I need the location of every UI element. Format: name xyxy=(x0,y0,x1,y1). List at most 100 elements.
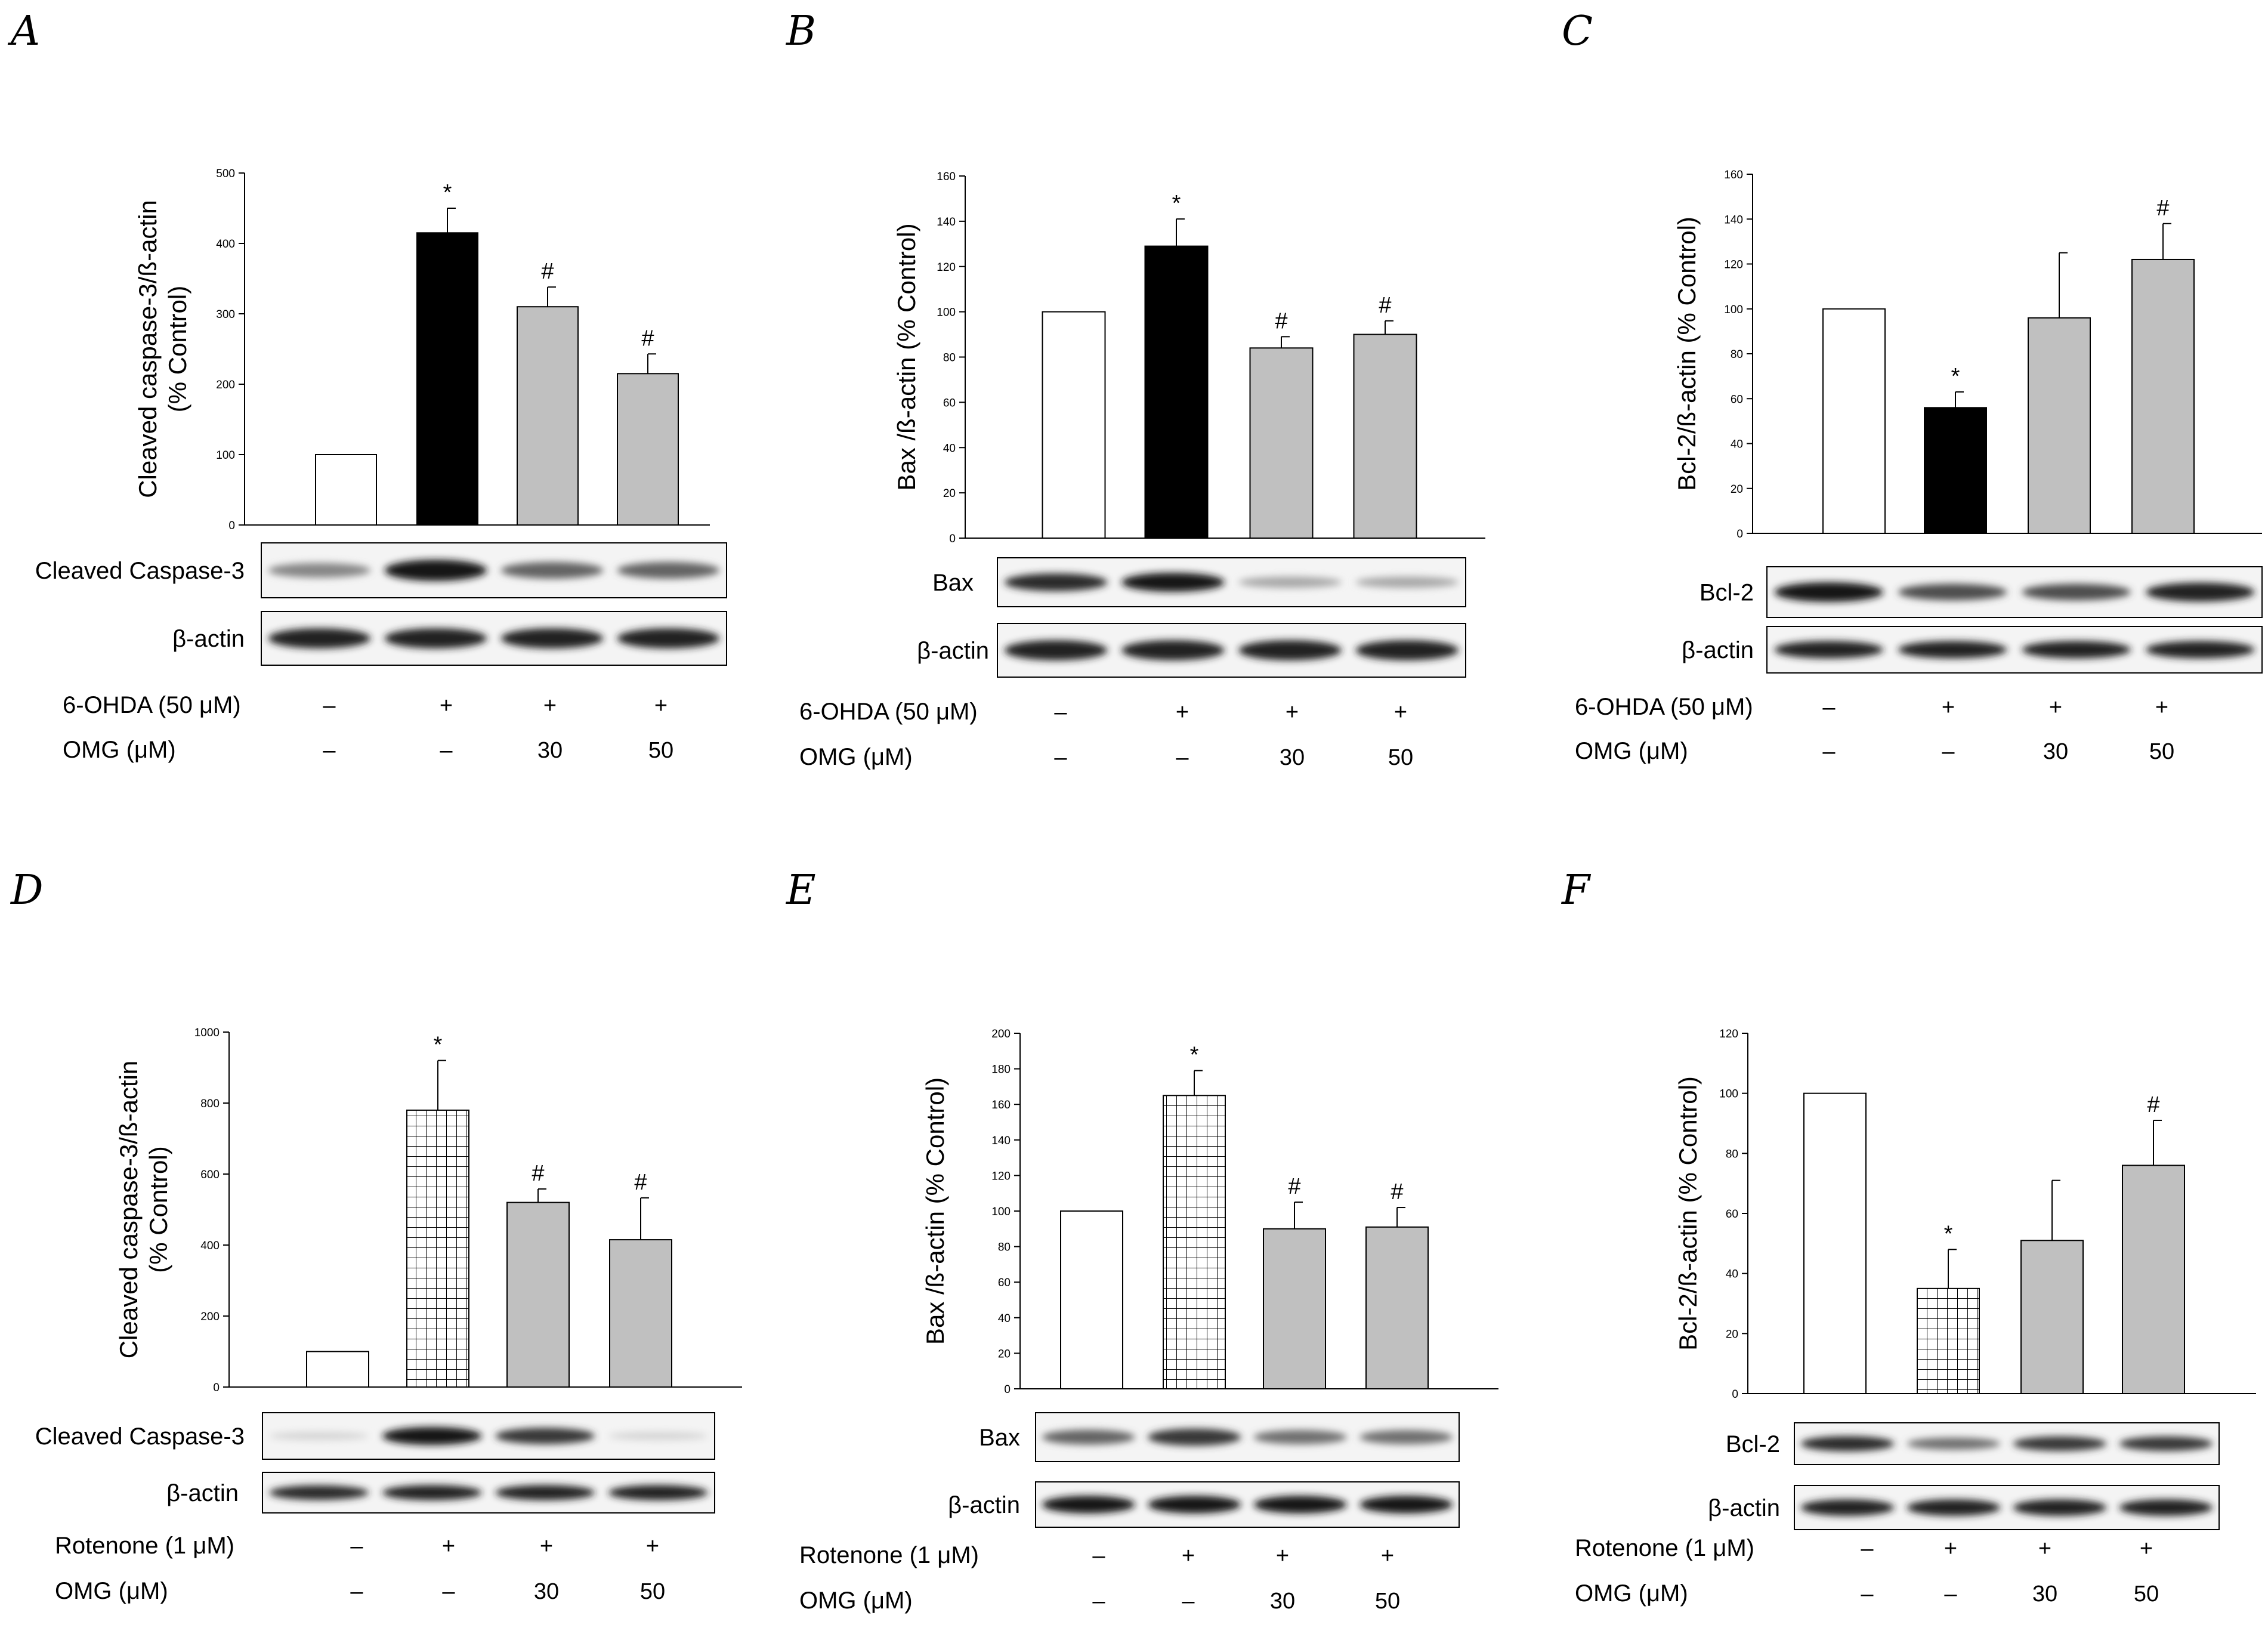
y-axis-title: Bax /ß-actin (% Control) xyxy=(892,223,920,490)
y-tick-label: 120 xyxy=(991,1170,1011,1182)
y-axis-title-line: Cleaved caspase-3/ß-actin xyxy=(134,200,162,498)
y-axis-title-line: (% Control) xyxy=(163,286,191,412)
significance-mark: # xyxy=(541,259,554,284)
blot-band xyxy=(2013,1436,2107,1451)
blot-band xyxy=(268,563,371,578)
significance-mark: # xyxy=(1379,293,1391,318)
significance-mark: # xyxy=(1288,1174,1300,1199)
bar xyxy=(506,1202,570,1388)
y-tick-label: 0 xyxy=(213,1382,220,1394)
condition-value: + xyxy=(2038,1536,2051,1561)
y-tick-label: 60 xyxy=(1731,393,1743,406)
y-tick-label: 0 xyxy=(1004,1383,1011,1396)
blot-band xyxy=(617,562,720,579)
y-tick-label: 20 xyxy=(943,487,956,500)
y-tick-label: 160 xyxy=(937,171,956,183)
condition-value: – xyxy=(1092,1589,1105,1614)
panel-letter: C xyxy=(1562,8,1593,55)
condition-label: 6-OHDA (50 μM) xyxy=(1575,694,1753,720)
y-axis-title-line: (% Control) xyxy=(144,1146,172,1272)
condition-value: + xyxy=(1182,1543,1195,1568)
blot-band xyxy=(495,1485,595,1500)
significance-mark: # xyxy=(641,326,654,351)
condition-value: 30 xyxy=(2032,1582,2057,1607)
bar xyxy=(1060,1210,1123,1389)
significance-mark: * xyxy=(1951,364,1960,389)
blot-band xyxy=(1004,573,1108,591)
bar xyxy=(1249,347,1314,539)
significance-mark: # xyxy=(1275,308,1287,333)
condition-value: + xyxy=(1942,695,1955,720)
panel-letter: E xyxy=(785,867,816,914)
condition-value: – xyxy=(1942,739,1955,764)
condition-value: 50 xyxy=(648,738,673,763)
panel-c: C 0 20 40 60 80 100 120 140 160 Bcl-2/ß-actin (% C… xyxy=(1562,8,2263,764)
blot-band xyxy=(269,1431,369,1441)
bar xyxy=(1042,311,1106,539)
bar xyxy=(315,454,377,526)
bar xyxy=(306,1351,369,1388)
blot-band xyxy=(1238,576,1342,588)
y-tick-label: 40 xyxy=(998,1312,1011,1325)
condition-value: + xyxy=(2140,1536,2153,1561)
blot-band xyxy=(2119,1436,2213,1451)
blot-band xyxy=(384,560,487,581)
panel-letter: A xyxy=(7,8,40,55)
y-tick-label: 400 xyxy=(216,238,235,251)
y-axis-title-line: Bcl-2/ß-actin (% Control) xyxy=(1673,217,1701,491)
condition-value: 30 xyxy=(2043,739,2068,764)
significance-mark: * xyxy=(434,1033,443,1058)
y-axis-title-line: Bcl-2/ß-actin (% Control) xyxy=(1674,1076,1702,1351)
bar xyxy=(1144,245,1209,539)
blot-band xyxy=(1800,1436,1895,1451)
blot-band xyxy=(2119,1499,2213,1516)
y-tick-label: 400 xyxy=(200,1240,220,1252)
condition-value: + xyxy=(654,693,668,718)
y-tick-label: 0 xyxy=(228,520,235,532)
y-tick-label: 20 xyxy=(998,1348,1011,1360)
condition-value: – xyxy=(323,693,336,718)
y-tick-label: 800 xyxy=(200,1098,220,1110)
bar xyxy=(1263,1228,1326,1390)
condition-value: + xyxy=(540,1534,553,1559)
condition-label: 6-OHDA (50 μM) xyxy=(63,692,241,718)
blot-label: β-actin xyxy=(1708,1495,1780,1521)
y-tick-label: 120 xyxy=(937,261,956,274)
blot-band xyxy=(382,1426,482,1445)
y-tick-label: 40 xyxy=(1726,1268,1738,1281)
blot-band xyxy=(2145,641,2255,659)
condition-value: – xyxy=(350,1534,363,1559)
condition-value: + xyxy=(1276,1543,1289,1568)
condition-value: 30 xyxy=(534,1579,559,1604)
y-tick-label: 60 xyxy=(998,1277,1011,1289)
significance-mark: * xyxy=(1172,191,1181,216)
condition-value: – xyxy=(1182,1589,1195,1614)
y-tick-label: 0 xyxy=(1732,1388,1738,1401)
blot-band xyxy=(495,1428,595,1444)
condition-value: – xyxy=(1822,739,1836,764)
condition-value: – xyxy=(1861,1582,1874,1607)
condition-value: 50 xyxy=(640,1579,665,1604)
y-tick-label: 160 xyxy=(991,1099,1011,1111)
condition-label: 6-OHDA (50 μM) xyxy=(799,699,978,725)
bar xyxy=(1803,1092,1867,1394)
condition-value: 30 xyxy=(537,738,563,763)
y-tick-label: 200 xyxy=(991,1028,1011,1040)
blot-band xyxy=(2013,1499,2107,1516)
y-tick-label: 100 xyxy=(937,307,956,319)
y-tick-label: 20 xyxy=(1726,1328,1738,1341)
blot-label: Bcl-2 xyxy=(1726,1431,1780,1457)
blot-band xyxy=(382,1485,482,1500)
blot-band xyxy=(1238,640,1342,660)
bar xyxy=(2131,258,2195,534)
condition-value: – xyxy=(442,1579,455,1604)
condition-value: – xyxy=(1822,695,1836,720)
blot-label: Bcl-2 xyxy=(1700,580,1754,606)
condition-value: + xyxy=(646,1534,659,1559)
blot-band xyxy=(2022,641,2131,659)
condition-label: OMG (μM) xyxy=(1575,1580,1688,1607)
panel-f: F 0 20 40 60 80 100 120 Bcl-2/ß-actin (% Control… xyxy=(1561,867,2256,1607)
bar xyxy=(1365,1226,1429,1390)
bar xyxy=(617,373,679,526)
y-tick-label: 140 xyxy=(1724,214,1743,226)
